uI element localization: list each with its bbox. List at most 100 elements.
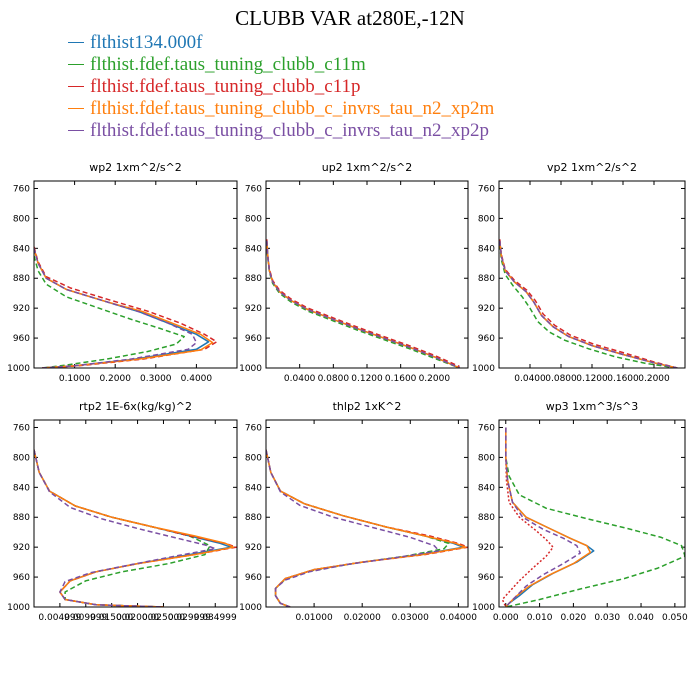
series-line [266, 239, 460, 368]
legend-label: flthist.fdef.taus_tuning_clubb_c_invrs_t… [90, 120, 489, 141]
series-line [499, 239, 678, 368]
y-tick-label: 1000 [239, 364, 262, 374]
series-line [34, 255, 185, 368]
x-tick-label: 0.0800 [545, 374, 577, 384]
series-line [266, 449, 440, 607]
x-tick-label: 0.034999 [194, 613, 237, 623]
panel-thlp2: thlp2 1xK^2 760 800 840 880 920 960 1000 0.01000… [239, 400, 477, 623]
series-group [266, 449, 468, 607]
x-tick-label: 0.025000 [142, 613, 185, 623]
y-tick-label: 920 [13, 304, 30, 314]
series-line [34, 449, 235, 607]
series-line [34, 248, 210, 368]
x-tick-label: 0.1000 [59, 374, 91, 384]
series-line [501, 427, 554, 607]
y-tick-label: 880 [13, 274, 30, 284]
legend-item: flthist134.000f [68, 32, 494, 54]
series-line [34, 449, 211, 607]
y-tick-label: 760 [478, 423, 495, 433]
legend-swatch [68, 42, 84, 44]
y-tick-label: 920 [13, 543, 30, 553]
legend-label: flthist.fdef.taus_tuning_clubb_c_invrs_t… [90, 98, 495, 119]
y-tick-label: 760 [478, 184, 495, 194]
y-tick-label: 880 [245, 274, 262, 284]
plot-frame [498, 180, 686, 369]
x-tick-label: 0.2000 [99, 374, 131, 384]
legend-swatch [68, 130, 84, 132]
y-tick-label: 1000 [472, 364, 495, 374]
x-tick-label: 0.4000 [181, 374, 213, 384]
x-tick-label: 0.029999 [168, 613, 211, 623]
plot-frame [498, 419, 686, 608]
y-tick-label: 880 [13, 513, 30, 523]
x-tick-label: 0.0800 [318, 374, 350, 384]
series-line [34, 449, 217, 607]
series-line [266, 449, 450, 607]
x-tick-label: 0.02000 [344, 613, 381, 623]
y-tick-label: 840 [478, 483, 495, 493]
y-tick-label: 960 [245, 334, 262, 344]
legend-swatch [68, 64, 84, 66]
legend-label: flthist.fdef.taus_tuning_clubb_c11m [90, 54, 366, 75]
legend-swatch [68, 86, 84, 88]
x-tick-label: 0.004999 [38, 613, 81, 623]
y-tick-label: 800 [245, 214, 262, 224]
y-tick-label: 840 [13, 483, 30, 493]
legend-label: flthist134.000f [90, 32, 203, 53]
x-tick-label: 0.01000 [295, 613, 332, 623]
y-tick-label: 760 [13, 423, 30, 433]
y-tick-label: 1000 [472, 603, 495, 613]
y-tick-label: 800 [13, 214, 30, 224]
series-line [266, 242, 460, 368]
plot-frame [33, 419, 238, 608]
plot-frame [33, 180, 238, 369]
panel-title: wp3 1xm^3/s^3 [546, 400, 639, 413]
panel-title: thlp2 1xK^2 [333, 400, 402, 413]
plot-frame [265, 180, 469, 369]
y-tick-label: 960 [478, 334, 495, 344]
y-tick-label: 800 [13, 453, 30, 463]
legend-item: flthist.fdef.taus_tuning_clubb_c_invrs_t… [68, 98, 494, 120]
legend-item: flthist.fdef.taus_tuning_clubb_c11m [68, 54, 494, 76]
series-line [34, 248, 198, 368]
series-line [499, 244, 678, 368]
x-tick-label: 0.1200 [576, 374, 608, 384]
panel-wp2: wp2 1xm^2/s^2 760 800 840 880 920 960 1000 0.100… [7, 161, 238, 384]
y-tick-label: 1000 [7, 364, 30, 374]
x-tick-label: 0.1600 [607, 374, 639, 384]
series-line [266, 449, 468, 607]
x-tick-label: 0.0400 [514, 374, 546, 384]
y-tick-label: 960 [478, 573, 495, 583]
series-group [34, 449, 237, 607]
plot-frame [265, 419, 469, 608]
x-tick-label: 0.020 [561, 613, 587, 623]
x-tick-label: 0.050 [662, 613, 688, 623]
y-tick-label: 760 [13, 184, 30, 194]
y-tick-label: 760 [245, 184, 262, 194]
y-tick-label: 960 [13, 573, 30, 583]
x-tick-label: 0.1600 [385, 374, 417, 384]
series-group [266, 239, 460, 368]
y-tick-label: 880 [245, 513, 262, 523]
series-group [501, 427, 685, 607]
x-tick-label: 0.009999 [64, 613, 107, 623]
y-tick-label: 920 [245, 543, 262, 553]
series-line [266, 449, 467, 607]
series-line [266, 449, 464, 607]
legend-item: flthist.fdef.taus_tuning_clubb_c11p [68, 76, 494, 98]
x-tick-label: 0.2000 [419, 374, 451, 384]
legend-label: flthist.fdef.taus_tuning_clubb_c11p [90, 76, 361, 97]
x-tick-label: 0.040 [628, 613, 654, 623]
x-tick-label: 0.3000 [140, 374, 172, 384]
y-tick-label: 1000 [239, 603, 262, 613]
panel-title: rtp2 1E-6x(kg/kg)^2 [79, 400, 192, 413]
y-tick-label: 840 [245, 244, 262, 254]
x-tick-label: 0.020000 [116, 613, 159, 623]
panel-vp2: vp2 1xm^2/s^2 760 800 840 880 920 960 1000 0.040… [472, 161, 686, 384]
y-tick-label: 880 [478, 274, 495, 284]
y-tick-label: 920 [245, 304, 262, 314]
x-tick-label: 0.03000 [392, 613, 429, 623]
panel-title: vp2 1xm^2/s^2 [547, 161, 637, 174]
series-line [505, 427, 581, 607]
